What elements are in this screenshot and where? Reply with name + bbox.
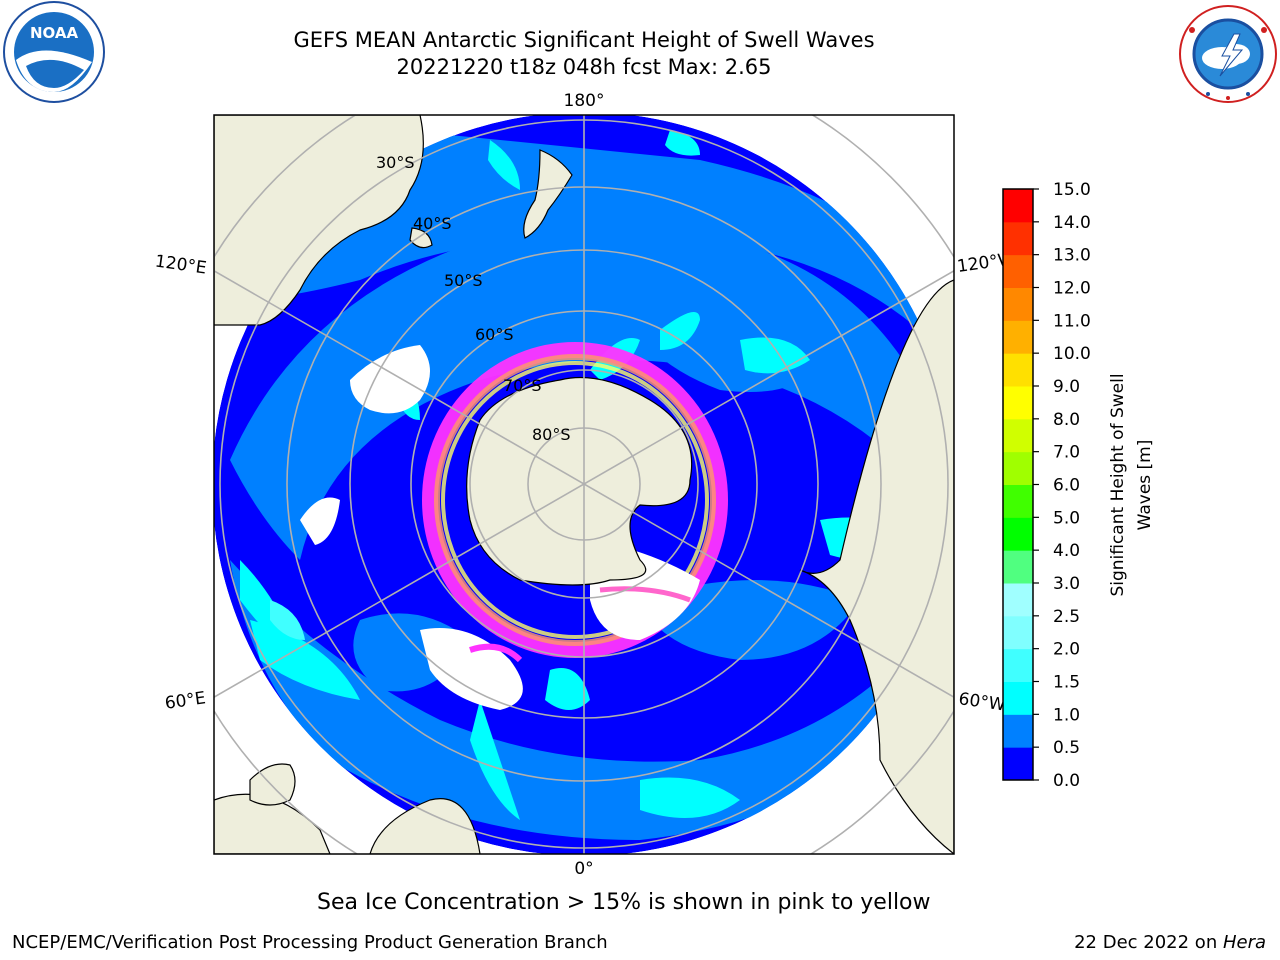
colorbar-tick-label: 12.0: [1053, 279, 1091, 299]
chart-title: GEFS MEAN Antarctic Significant Height o…: [293, 28, 875, 52]
lat-label-70s: 70°S: [503, 376, 542, 395]
colorbar-segment: [1003, 287, 1033, 321]
footer-machine: Hera: [1222, 932, 1266, 953]
new-zealand-land: [523, 149, 573, 239]
colorbar-segment: [1003, 221, 1033, 256]
colorbar: 0.0 0.5 1.0 1.5 2.0 2.5 3.0 4.0 5.0 6.0 7.0 8.0 9.0 1…: [1003, 180, 1091, 791]
colorbar-tick-label: 6.0: [1053, 476, 1080, 496]
colorbar-tick-label: 3.0: [1053, 574, 1080, 594]
colorbar-label-line2: Waves [m]: [1135, 440, 1155, 531]
colorbar-tick-label: 11.0: [1053, 311, 1091, 331]
colorbar-segment: [1003, 353, 1033, 387]
lat-label-30s: 30°S: [376, 153, 415, 172]
nws-logo: [1179, 5, 1277, 103]
colorbar-segment: [1003, 747, 1033, 781]
colorbar-segment: [1003, 517, 1033, 551]
lon-label-bottom: 0°: [574, 859, 593, 879]
lon-label-top: 180°: [564, 91, 605, 111]
noaa-logo-text: NOAA: [30, 24, 79, 42]
noaa-logo: NOAA: [3, 1, 105, 103]
colorbar-tick-label: 2.5: [1053, 607, 1080, 627]
chart-subtitle: 20221220 t18z 048h fcst Max: 2.65: [396, 55, 772, 79]
colorbar-segment: [1003, 254, 1033, 288]
lon-label-lower-right: 60°W: [957, 689, 1006, 715]
sea-ice-caption: Sea Ice Concentration > 15% is shown in …: [317, 890, 931, 915]
colorbar-segment: [1003, 681, 1033, 715]
south-america-land: [799, 279, 954, 854]
graticule: [214, 115, 954, 854]
lat-label-50s: 50°S: [444, 271, 483, 290]
colorbar-tick-label: 5.0: [1053, 508, 1080, 528]
colorbar-segment: [1003, 484, 1033, 518]
map-frame: [213, 114, 955, 855]
colorbar-tick-label: 4.0: [1053, 541, 1080, 561]
colorbar-tick-label: 13.0: [1053, 246, 1091, 266]
footer-date: 22 Dec 2022 on Hera: [1074, 932, 1266, 953]
tasmania-land: [409, 227, 433, 249]
colorbar-tick-label: 1.0: [1053, 705, 1080, 725]
australia-land: [214, 115, 424, 326]
lat-label-60s: 60°S: [475, 325, 514, 344]
colorbar-segment: [1003, 386, 1033, 420]
colorbar-frame: [1002, 188, 1034, 781]
lon-label-lower-left: 60°E: [164, 688, 207, 713]
colorbar-segment: [1003, 320, 1033, 354]
colorbar-tick-label: 0.5: [1053, 738, 1080, 758]
colorbar-tick-label: 10.0: [1053, 344, 1091, 364]
colorbar-segment: [1003, 583, 1033, 617]
colorbar-tick-label: 2.0: [1053, 640, 1080, 660]
colorbar-tick-label: 7.0: [1053, 443, 1080, 463]
colorbar-segment: [1003, 189, 1033, 223]
colorbar-segment: [1003, 714, 1033, 748]
lon-label-upper-left: 120°E: [154, 252, 208, 279]
footer-credit: NCEP/EMC/Verification Post Processing Pr…: [12, 932, 608, 953]
colorbar-segment: [1003, 451, 1033, 485]
colorbar-tick-label: 0.0: [1053, 771, 1080, 791]
colorbar-tick-label: 9.0: [1053, 377, 1080, 397]
lat-label-40s: 40°S: [413, 214, 452, 233]
lat-label-80s: 80°S: [532, 425, 571, 444]
colorbar-tick-label: 15.0: [1053, 180, 1091, 200]
colorbar-segment: [1003, 418, 1033, 453]
colorbar-tick-label: 14.0: [1053, 213, 1091, 233]
colorbar-tick-label: 1.5: [1053, 673, 1080, 693]
colorbar-tick-label: 8.0: [1053, 410, 1080, 430]
colorbar-segment: [1003, 550, 1033, 584]
colorbar-label-line1: Significant Height of Swell: [1108, 373, 1128, 596]
colorbar-segment: [1003, 615, 1033, 650]
footer-date-text: 22 Dec 2022 on: [1074, 932, 1223, 953]
colorbar-segment: [1003, 648, 1033, 682]
